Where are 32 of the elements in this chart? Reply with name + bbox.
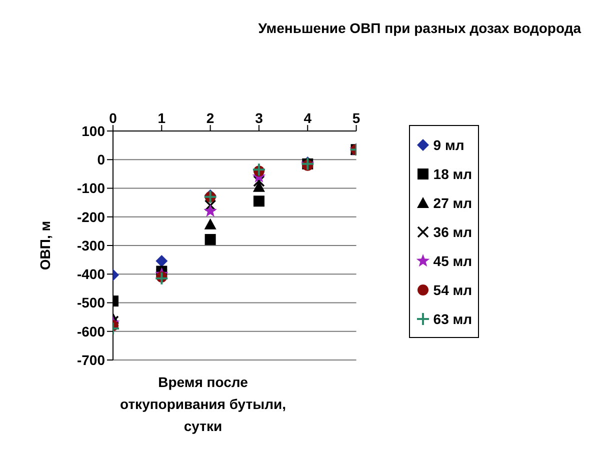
legend-label: 54 мл — [433, 282, 472, 298]
legend-label: 63 мл — [433, 310, 472, 326]
point — [253, 175, 265, 187]
x-tick-label: 3 — [255, 110, 264, 126]
x-tick-label: 0 — [109, 110, 118, 126]
point — [253, 196, 264, 207]
point — [204, 200, 216, 212]
point — [204, 204, 217, 217]
y-tick-label: -700 — [76, 352, 106, 368]
legend-label: 27 мл — [433, 194, 472, 210]
point — [252, 162, 266, 177]
legend-label: 36 мл — [433, 224, 472, 240]
legend-label: 18 мл — [433, 166, 472, 182]
point — [204, 218, 216, 230]
y-tick-label: 0 — [97, 152, 106, 168]
y-axis-title: ОВП, м — [36, 220, 53, 270]
x-tick-label: 5 — [352, 110, 360, 126]
legend-label: 45 мл — [433, 252, 472, 268]
text: Уменьшение ОВП при разных дозах водорода — [257, 19, 582, 36]
x-tick-label: 1 — [158, 110, 166, 126]
point — [204, 234, 216, 245]
y-tick-label: -100 — [76, 180, 106, 196]
y-tick-label: -500 — [76, 294, 106, 311]
x-tick-label: 2 — [206, 110, 214, 126]
x-axis-title: Время после откупоривания бутыли, сутки — [119, 373, 287, 436]
y-tick-label: -400 — [76, 266, 106, 282]
legend-label: 9 мл — [433, 136, 464, 152]
x-tick-label: 4 — [304, 110, 312, 126]
y-tick-label: -300 — [76, 237, 106, 254]
y-tick-label: -200 — [76, 208, 106, 225]
y-tick-label: -600 — [76, 323, 106, 340]
y-tick-label: 100 — [82, 122, 106, 139]
